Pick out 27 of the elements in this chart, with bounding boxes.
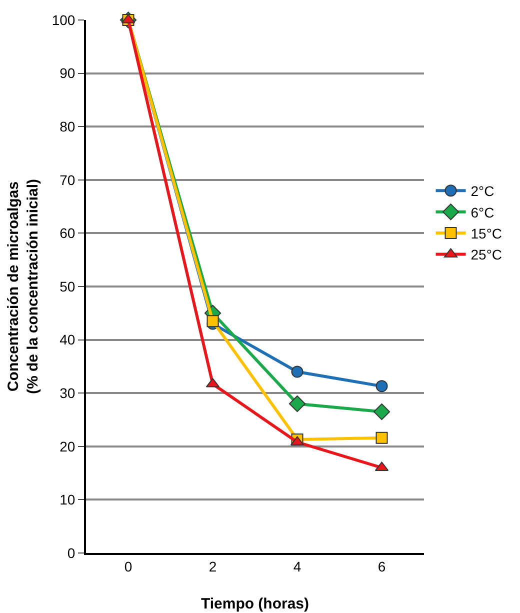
y-tick-label: 100: [52, 12, 76, 28]
x-tick-label: 0: [124, 558, 132, 575]
point: [206, 315, 219, 328]
x-axis-title: Tiempo (horas): [200, 596, 310, 612]
legend-label: 15°C: [470, 226, 502, 242]
point: [291, 366, 304, 378]
y-tick-label: 40: [60, 332, 76, 348]
y-tick-label: 50: [60, 278, 76, 294]
point: [373, 403, 390, 420]
legend-label: 2°C: [470, 183, 494, 200]
y-tick-label: 30: [60, 385, 76, 401]
y-tick-label: 0: [67, 544, 76, 561]
point: [288, 395, 306, 412]
legend-label: 6°C: [470, 204, 494, 220]
y-tick-label: 20: [60, 438, 76, 454]
x-tick-label: 6: [378, 558, 386, 575]
legend-label: 25°C: [470, 246, 502, 263]
y-tick-label: 70: [60, 172, 76, 188]
y-axis-title: Concentración de microalgas (% de la concentración inicial): [5, 178, 42, 394]
point: [376, 432, 388, 444]
y-tick-label: 60: [60, 225, 76, 242]
y-tick-label: 80: [60, 118, 76, 134]
point: [376, 380, 388, 392]
y-tick-label: 90: [60, 65, 76, 82]
y-tick-label: 10: [60, 492, 76, 508]
x-tick-label: 4: [293, 558, 302, 575]
x-tick-label: 2: [208, 558, 217, 575]
